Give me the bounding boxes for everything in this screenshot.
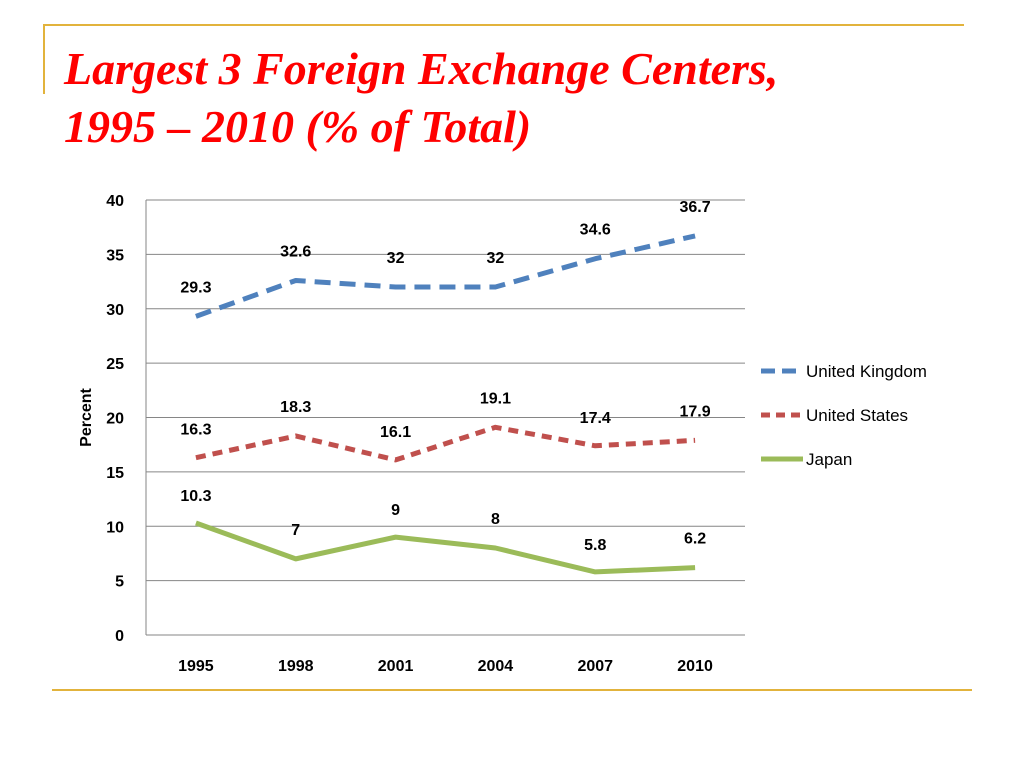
y-tick-label: 0 — [115, 628, 124, 645]
data-label: 16.1 — [380, 424, 411, 441]
x-tick-label: 1998 — [278, 658, 314, 675]
data-label: 32 — [387, 250, 405, 267]
legend-label: Japan — [806, 450, 852, 469]
y-tick-label: 10 — [106, 519, 124, 536]
slide-title-line-1: Largest 3 Foreign Exchange Centers, — [64, 43, 779, 94]
data-label: 34.6 — [580, 222, 611, 239]
slide-title-line-2: 1995 – 2010 (% of Total) — [64, 101, 532, 152]
data-label: 7 — [291, 522, 300, 539]
data-label: 5.8 — [584, 537, 606, 554]
x-tick-label: 2001 — [378, 658, 414, 675]
series-line-united-states — [195, 424, 696, 463]
frame-bottom-rule — [52, 689, 972, 691]
y-tick-label: 40 — [106, 193, 124, 210]
y-tick-label: 5 — [115, 574, 124, 591]
frame-left-rule — [43, 24, 45, 94]
x-tick-label: 2007 — [577, 658, 613, 675]
data-label: 18.3 — [280, 399, 311, 416]
data-label: 17.4 — [580, 410, 611, 427]
data-label: 16.3 — [180, 422, 211, 439]
y-tick-label: 35 — [106, 247, 124, 264]
legend-label: United States — [806, 406, 908, 425]
y-tick-label: 20 — [106, 411, 124, 428]
x-tick-label: 2010 — [677, 658, 713, 675]
data-label: 9 — [391, 502, 400, 519]
data-label: 29.3 — [180, 279, 211, 296]
data-label: 10.3 — [180, 488, 211, 505]
y-tick-label: 25 — [106, 356, 124, 373]
x-tick-label: 2004 — [478, 658, 514, 675]
series-line-japan — [195, 520, 696, 575]
slide-title: Largest 3 Foreign Exchange Centers, 1995… — [64, 40, 984, 156]
y-tick-label: 15 — [106, 465, 124, 482]
legend-label: United Kingdom — [806, 362, 927, 381]
data-label: 36.7 — [680, 199, 711, 216]
x-tick-label: 1995 — [178, 658, 214, 675]
data-label: 19.1 — [480, 390, 511, 407]
data-label: 17.9 — [680, 403, 711, 420]
data-label: 32 — [487, 250, 505, 267]
y-tick-label: 30 — [106, 302, 124, 319]
y-axis-title: Percent — [78, 387, 95, 446]
data-label: 6.2 — [684, 531, 706, 548]
series-line-united-kingdom — [195, 233, 696, 319]
data-label: 8 — [491, 511, 500, 528]
data-label: 32.6 — [280, 243, 311, 260]
frame-top-rule — [43, 24, 964, 26]
